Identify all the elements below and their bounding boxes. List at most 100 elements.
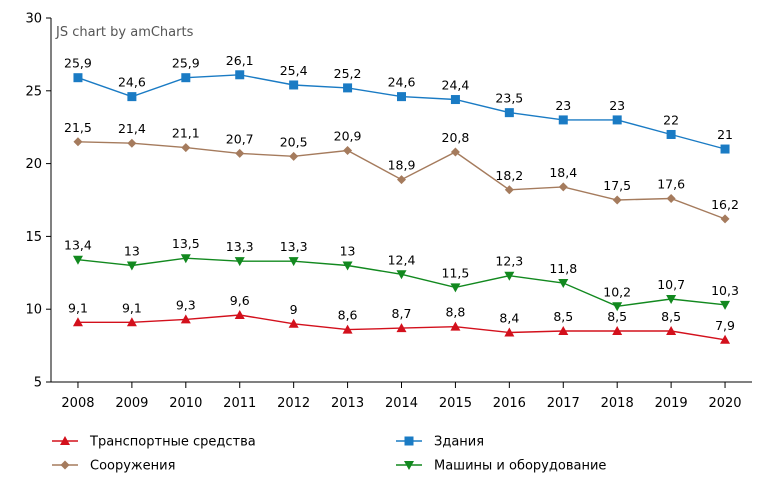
series-0-point [450, 95, 460, 105]
series-0-point [612, 115, 622, 125]
series-2-data-label: 13 [124, 244, 140, 259]
series-0-point [720, 144, 730, 154]
series-2-point [612, 302, 623, 312]
series-1-data-label: 21,5 [64, 120, 92, 135]
legend-item-3[interactable]: Транспортные средства [52, 435, 256, 450]
series-2-data-label: 13 [340, 244, 356, 259]
series-0-data-label: 25,4 [280, 63, 308, 78]
series-3-data-label: 9,3 [176, 297, 196, 312]
y-tick-label: 10 [25, 303, 42, 318]
series-0-data-label: 24,6 [388, 75, 416, 90]
legend-item-0[interactable]: Здания [396, 435, 484, 450]
series-2-data-label: 11,5 [442, 265, 470, 280]
series-2-point [342, 261, 353, 271]
x-tick-label: 2017 [547, 396, 580, 411]
series-2-data-label: 11,8 [549, 261, 577, 276]
series-3-point [72, 317, 83, 327]
series-1-data-label: 20,8 [442, 130, 470, 145]
series-2-point [558, 278, 569, 288]
series-1-point [720, 214, 730, 224]
series-3-data-label: 8,7 [392, 306, 412, 321]
series-0-data-label: 23 [555, 98, 571, 113]
series-0-data-label: 24,4 [442, 78, 470, 93]
series-1-point [397, 175, 406, 185]
series-0-data-label: 22 [663, 112, 679, 127]
axes-group: 5 10 15 20 25 30 2008 2009 2010 2011 2012 2013 2014 2… [25, 12, 752, 411]
series-2-data-label: 12,3 [495, 254, 523, 269]
legend-swatch-marker [60, 460, 70, 470]
series-3-point [126, 317, 137, 327]
series-1-data-label: 20,7 [226, 131, 254, 146]
series-3-point [234, 310, 245, 320]
series-2-data-label: 12,4 [388, 252, 416, 267]
series-1-point [558, 182, 568, 192]
series-3-data-label: 8,5 [607, 309, 627, 324]
legend-item-1[interactable]: Сооружения [52, 459, 175, 474]
series-0-point [127, 92, 137, 102]
series-1-data-label: 20,5 [280, 134, 308, 149]
series-1-data-label: 18,9 [388, 158, 416, 173]
legend-swatch-marker [404, 461, 414, 470]
series-2-data-label: 13,4 [64, 238, 92, 253]
legend-label: Сооружения [90, 459, 175, 474]
x-tick-label: 2014 [385, 396, 418, 411]
legend-label: Здания [434, 435, 484, 450]
series-1-point [450, 147, 460, 157]
series-2-point [504, 271, 515, 281]
series-2-point [288, 257, 299, 267]
series-0-point [343, 83, 353, 93]
y-tick-label: 30 [25, 12, 42, 27]
series-0-data-label: 23,5 [495, 91, 523, 106]
x-tick-label: 2020 [708, 396, 741, 411]
series-3-data-label: 8,4 [499, 310, 519, 325]
series-3-point [180, 314, 191, 324]
legend-swatch-marker [60, 436, 70, 445]
legend-label: Транспортные средства [89, 435, 256, 450]
series-1-point [181, 143, 191, 153]
series-0-point [666, 129, 676, 139]
series-3-point [612, 326, 623, 336]
series-1-data-label: 17,5 [603, 178, 631, 193]
series-1-point [612, 195, 622, 205]
series-markers-group [72, 70, 731, 344]
series-3-point [288, 318, 299, 328]
x-tick-label: 2016 [493, 396, 526, 411]
series-1-data-label: 16,2 [711, 197, 739, 212]
x-tick-label: 2008 [61, 396, 94, 411]
series-2-data-label: 10,3 [711, 283, 739, 298]
series-3-data-label: 9,1 [122, 300, 142, 315]
series-3-point [720, 334, 731, 344]
series-0-point [397, 92, 406, 102]
series-0-point [181, 73, 191, 83]
series-2-point [72, 255, 83, 265]
series-3-data-label: 8,5 [661, 309, 681, 324]
series-3-data-label: 9,6 [230, 293, 250, 308]
series-0-point [73, 73, 83, 83]
series-1-data-label: 21,1 [172, 126, 200, 141]
legend-swatch-marker [404, 436, 414, 446]
x-tick-label: 2019 [655, 396, 688, 411]
series-0-data-label: 25,9 [172, 56, 200, 71]
y-tick-label: 5 [34, 376, 42, 391]
series-3-point [558, 326, 569, 336]
legend: Транспортные средства Здания Сооружения Маш… [52, 435, 606, 474]
series-3-point [396, 323, 407, 333]
legend-item-2[interactable]: Машины и оборудование [396, 459, 606, 474]
x-tick-label: 2010 [169, 396, 202, 411]
series-0-point [289, 80, 299, 90]
series-2-point [126, 261, 137, 271]
series-0-data-label: 24,6 [118, 75, 146, 90]
x-tick-label: 2015 [439, 396, 472, 411]
x-tick-label: 2013 [331, 396, 364, 411]
y-tick-label: 25 [25, 84, 42, 99]
x-tick-label: 2018 [601, 396, 634, 411]
series-2-data-label: 10,7 [657, 277, 685, 292]
series-3-data-label: 8,8 [445, 305, 465, 320]
series-3-data-label: 8,5 [553, 309, 573, 324]
series-3-data-label: 9,1 [68, 300, 88, 315]
series-0-point [504, 108, 514, 118]
series-1-point [666, 194, 676, 204]
series-1-data-label: 17,6 [657, 177, 685, 192]
series-2-point [234, 257, 245, 267]
